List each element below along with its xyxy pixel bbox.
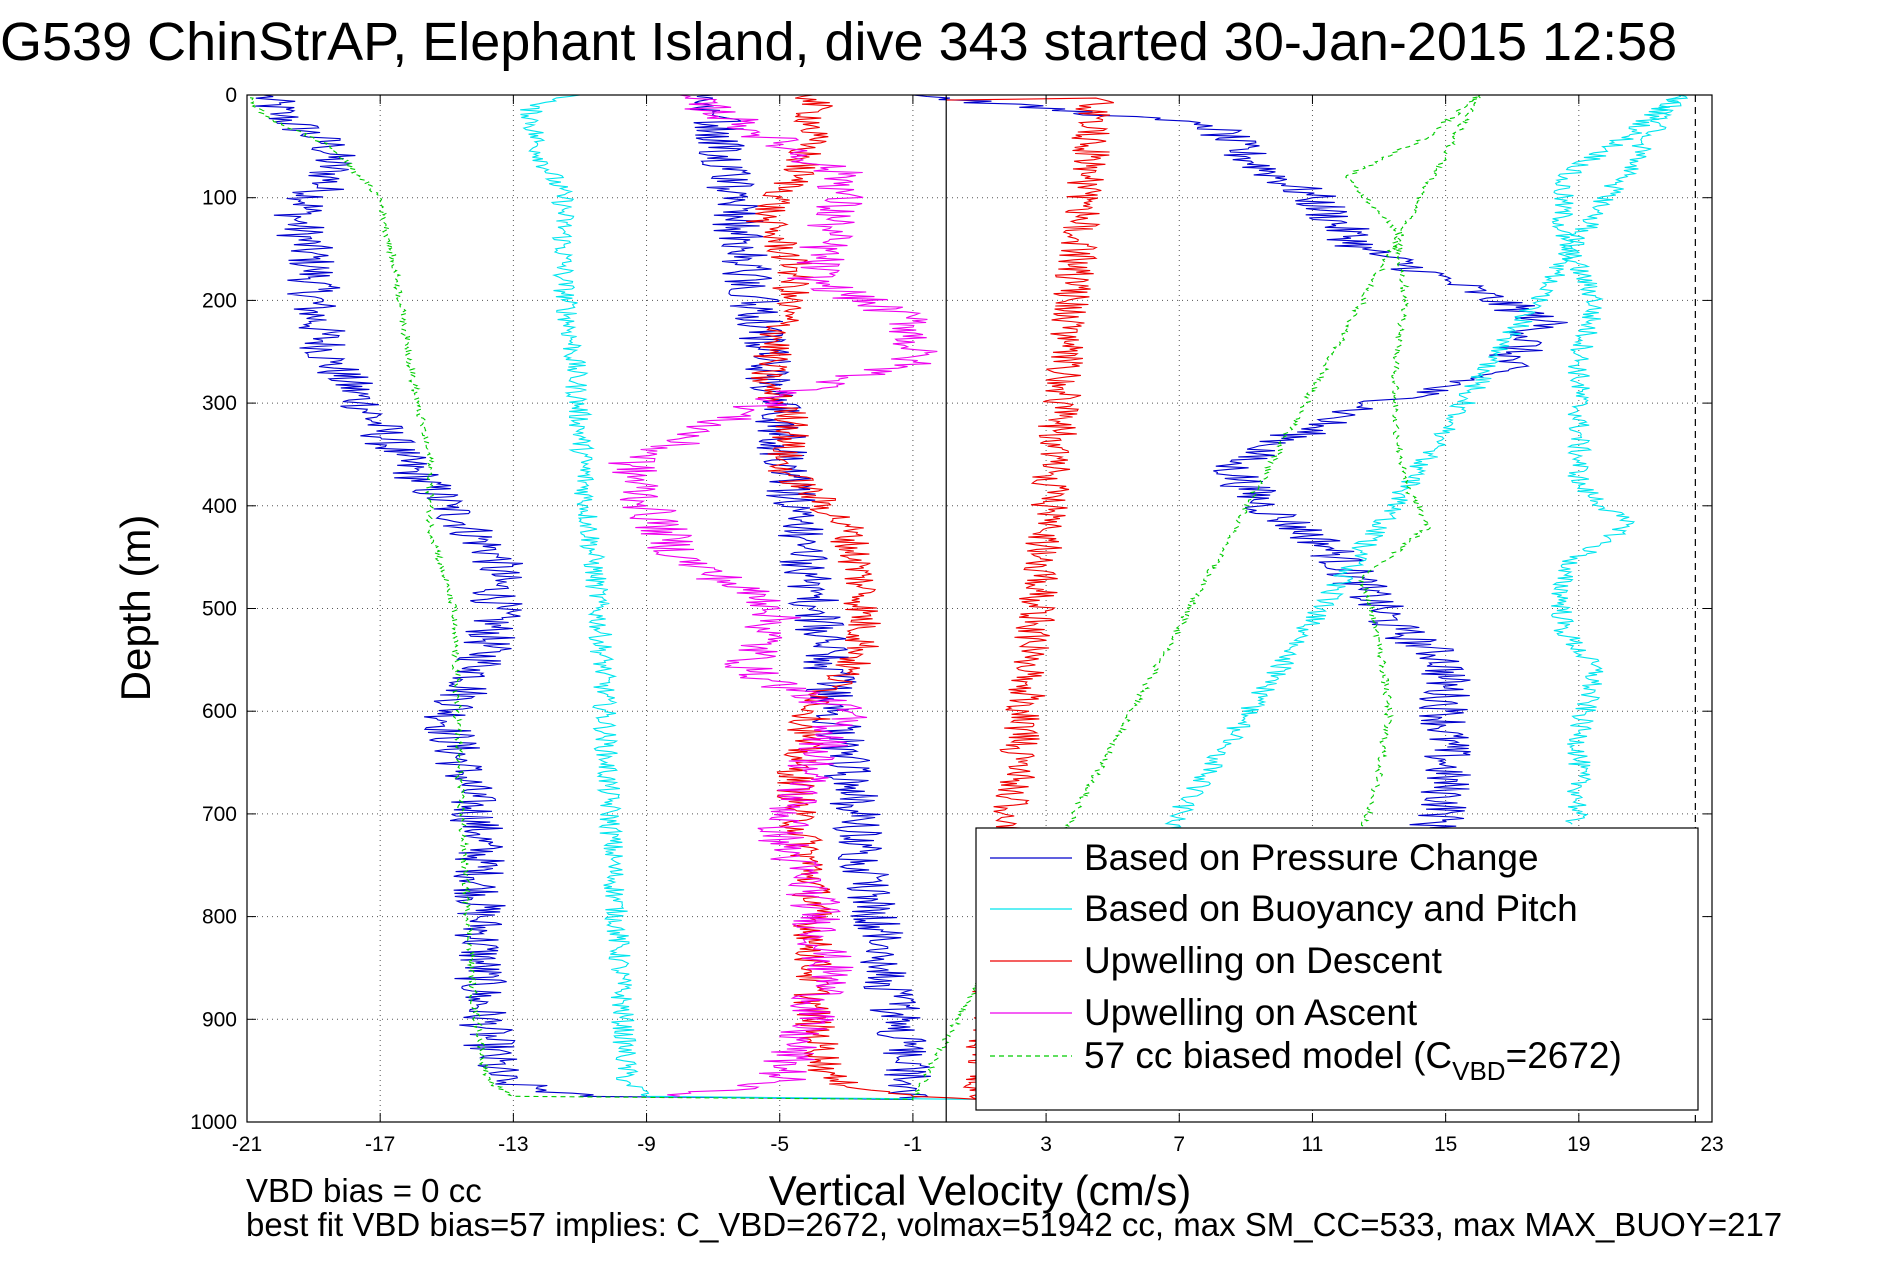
- x-tick-label: 19: [1567, 1133, 1590, 1156]
- legend-label: Upwelling on Descent: [1084, 940, 1443, 981]
- legend-label: Based on Pressure Change: [1084, 837, 1539, 878]
- y-tick-label: 400: [202, 495, 237, 518]
- x-tick-label: -13: [498, 1133, 528, 1156]
- legend-label-tail: =2672): [1506, 1035, 1622, 1076]
- x-tick-label: 23: [1700, 1133, 1723, 1156]
- series-line-4: [608, 95, 938, 1097]
- x-tick-label: -9: [637, 1133, 656, 1156]
- series-line-5: [247, 95, 1482, 1100]
- y-tick-label: 300: [202, 392, 237, 415]
- x-tick-label: 3: [1040, 1133, 1052, 1156]
- x-tick-label: -1: [904, 1133, 923, 1156]
- y-tick-label: 100: [202, 187, 237, 210]
- series-line-2: [520, 95, 1689, 1100]
- series-layer: [247, 95, 1689, 1100]
- legend-label: Based on Buoyancy and Pitch: [1084, 888, 1578, 929]
- x-tick-label: 11: [1302, 1133, 1324, 1156]
- x-tick-label: -17: [365, 1133, 395, 1156]
- footer-line-2: best fit VBD bias=57 implies: C_VBD=2672…: [246, 1206, 1782, 1243]
- legend-box: [975, 827, 1699, 1111]
- y-tick-label: 200: [202, 289, 237, 312]
- y-tick-label: 0: [225, 84, 237, 107]
- x-tick-label: -5: [770, 1133, 789, 1156]
- footer-line-1: VBD bias = 0 cc: [246, 1172, 482, 1209]
- series-line-3: [746, 95, 1114, 1100]
- y-tick-label: 1000: [190, 1111, 237, 1134]
- legend-label-subscript: VBD: [1452, 1056, 1505, 1086]
- y-tick-label: 600: [202, 700, 237, 723]
- x-tick-label: -21: [232, 1133, 262, 1156]
- y-tick-label: 500: [202, 598, 237, 621]
- legend: Based on Pressure Change Based on Buoyanc…: [975, 827, 1699, 1111]
- x-axis-label: Vertical Velocity (cm/s): [769, 1167, 1191, 1214]
- series-line-1: [255, 95, 1568, 1100]
- legend-label: Upwelling on Ascent: [1084, 992, 1418, 1033]
- chart-title: G539 ChinStrAP, Elephant Island, dive 34…: [0, 12, 1678, 72]
- y-tick-label: 700: [202, 803, 237, 826]
- x-tick-label: 7: [1173, 1133, 1185, 1156]
- axis-ticks: -21 -17 -13 -9 -5 -1 3 7 11 15 19 23010020030040050…: [190, 84, 1723, 1156]
- x-tick-label: 15: [1434, 1133, 1457, 1156]
- y-tick-label: 800: [202, 906, 237, 929]
- y-tick-label: 900: [202, 1008, 237, 1031]
- y-axis-label: Depth (m): [112, 515, 159, 702]
